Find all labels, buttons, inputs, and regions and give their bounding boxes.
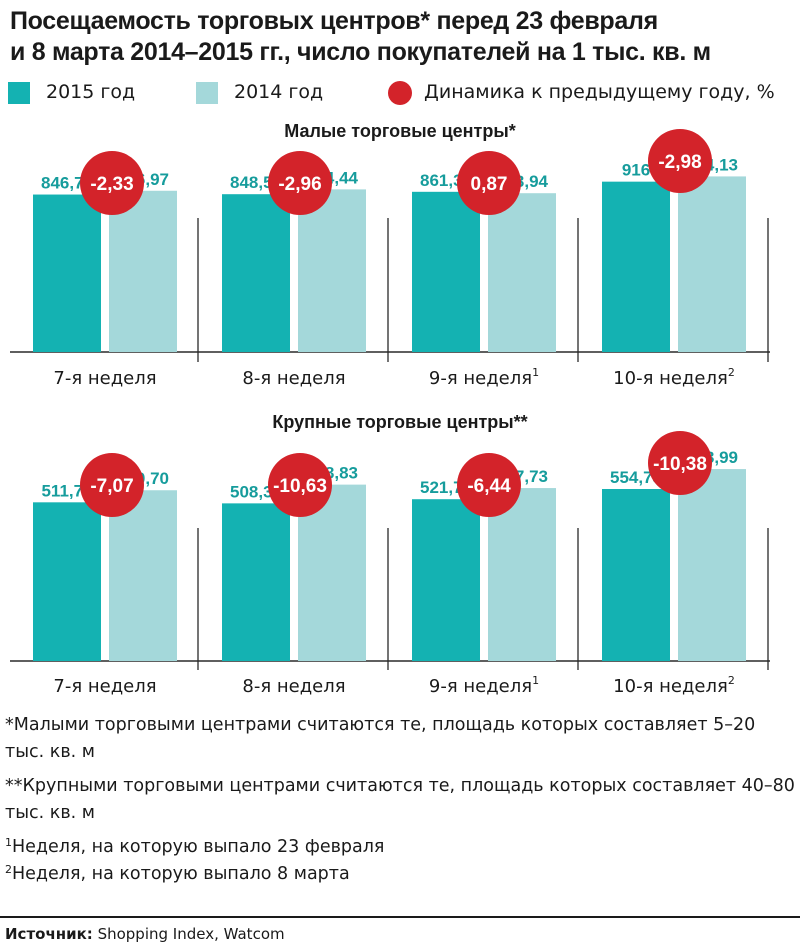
panel2-category-week-4: 10-я неделя2	[613, 674, 735, 697]
legend-swatch-2015	[8, 82, 30, 104]
panel2-dynamics-circle-week-4	[648, 431, 712, 495]
note-large-centers: **Крупными торговыми центрами считаются …	[5, 776, 795, 823]
chart-title-line-1: Посещаемость торговых центров* перед 23 …	[10, 7, 658, 35]
footnote-1-mark: 1	[5, 836, 12, 849]
panel1-bar-2014-week-2	[298, 189, 366, 352]
legend-label-dynamics: Динамика к предыдущему году, %	[424, 81, 775, 103]
panel1-dynamics-label-week-4: -2,98	[658, 152, 701, 173]
panel2-bar-2014-week-3	[488, 488, 556, 661]
footnote-2: 2Неделя, на которую выпало 8 марта	[5, 861, 795, 888]
panel2-bar-2014-week-4	[678, 469, 746, 661]
panel1-label-2015-week-4: 916	[622, 161, 650, 180]
legend-swatch-2014	[196, 82, 218, 104]
panel1-bar-2015-week-3	[412, 191, 480, 352]
panel1-dynamics-circle-week-1	[80, 151, 144, 215]
source-text: Shopping Index, Watcom	[97, 925, 285, 943]
source-line: Источник: Shopping Index, Watcom	[5, 925, 285, 943]
legend: 2015 год 2014 год Динамика к предыдущему…	[0, 78, 800, 108]
footnotes: *Малыми торговыми центрами считаются те,…	[5, 712, 795, 888]
panel2-category-week-1: 7-я неделя	[53, 676, 156, 697]
panel1-category-week-2: 8-я неделя	[242, 368, 345, 389]
panel2-bar-2015-week-3	[412, 499, 480, 661]
panel2-category-sup-week-3: 1	[532, 674, 539, 687]
legend-dot-dynamics	[388, 81, 412, 105]
bar-charts: Малые торговые центры*846,73866,97-2,337…	[10, 121, 770, 697]
panel1-dynamics-circle-week-3	[457, 151, 521, 215]
panel1-dynamics-circle-week-2	[268, 151, 332, 215]
footnote-2-text: Неделя, на которую выпало 8 марта	[12, 864, 350, 884]
panel1-dynamics-label-week-1: -2,33	[90, 174, 133, 195]
panel2-dynamics-circle-week-3	[457, 453, 521, 517]
panel2-bar-2015-week-2	[222, 503, 290, 661]
panel2-dynamics-label-week-4: -10,38	[653, 454, 707, 475]
panel1-bar-2015-week-2	[222, 194, 290, 352]
panel1-label-2015-week-1: 846,73	[41, 174, 93, 193]
panel1-dynamics-label-week-2: -2,96	[278, 174, 321, 195]
note-small-centers: *Малыми торговыми центрами считаются те,…	[5, 715, 756, 762]
panel1-category-sup-week-3: 1	[532, 366, 539, 379]
panel2-dynamics-label-week-2: -10,63	[273, 476, 327, 497]
panel2-label-2015-week-1: 511,75	[41, 481, 92, 500]
chart-title-line-2: и 8 марта 2014–2015 гг., число покупател…	[10, 38, 711, 66]
panel1-dynamics-label-week-3: 0,87	[471, 174, 508, 195]
panel2-title: Крупные торговые центры**	[272, 412, 527, 432]
legend-label-2015: 2015 год	[46, 81, 136, 103]
chart-title: Посещаемость торговых центров* перед 23 …	[10, 6, 795, 68]
panel1-category-week-4: 10-я неделя2	[613, 366, 735, 389]
source-label: Источник:	[5, 925, 93, 943]
panel2-category-week-2: 8-я неделя	[242, 676, 345, 697]
panel2-label-2015-week-4: 554,73	[610, 468, 662, 487]
panel1-bar-2014-week-1	[109, 190, 177, 352]
panel1-category-week-3: 9-я неделя1	[429, 366, 539, 389]
panel1-category-sup-week-4: 2	[728, 366, 735, 379]
panel1-category-week-1: 7-я неделя	[53, 368, 156, 389]
panel1-dynamics-circle-week-4	[648, 129, 712, 193]
footnote-1: 1Неделя, на которую выпало 23 февраля	[5, 834, 795, 861]
panel2-category-week-3: 9-я неделя1	[429, 674, 539, 697]
panel1-bar-2015-week-4	[602, 181, 670, 352]
panel2-dynamics-label-week-1: -7,07	[90, 476, 133, 497]
footnote-1-text: Неделя, на которую выпало 23 февраля	[12, 837, 385, 857]
panel1-bar-2014-week-3	[488, 193, 556, 352]
panel2-bar-2015-week-4	[602, 488, 670, 661]
panel2-dynamics-circle-week-1	[80, 453, 144, 517]
panel2-dynamics-label-week-3: -6,44	[467, 476, 511, 497]
panel2-category-sup-week-4: 2	[728, 674, 735, 687]
panel1-bar-2015-week-1	[33, 194, 101, 352]
panel2-bar-2014-week-1	[109, 490, 177, 661]
panel2-dynamics-circle-week-2	[268, 453, 332, 517]
footnote-2-mark: 2	[5, 863, 12, 876]
panel2-bar-2015-week-1	[33, 502, 101, 661]
source-divider	[0, 916, 800, 918]
panel1-bar-2014-week-4	[678, 176, 746, 352]
panel1-title: Малые торговые центры*	[284, 121, 515, 141]
legend-label-2014: 2014 год	[234, 81, 324, 103]
